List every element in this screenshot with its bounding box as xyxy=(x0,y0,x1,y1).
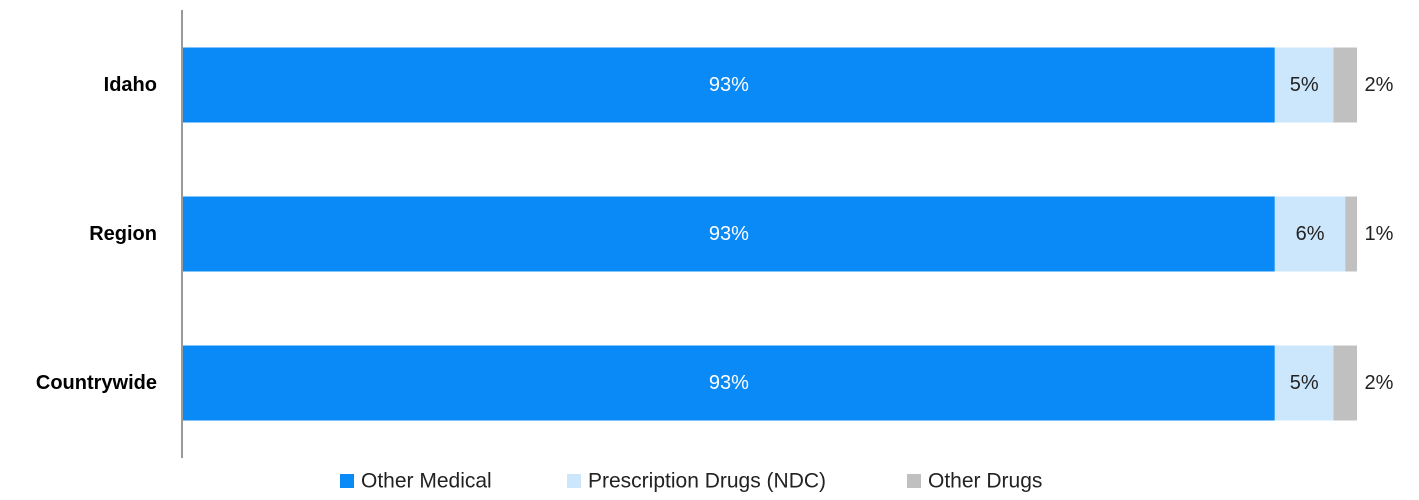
legend-swatch-2 xyxy=(907,474,921,488)
bar-segment-other-drugs-countrywide xyxy=(1333,345,1357,421)
labels-layer: Idaho 93% 5% 2% Region 93% 6% 1% Countrywide 93% 5… xyxy=(36,74,1394,394)
category-label-countrywide: Countrywide xyxy=(36,372,157,394)
legend-label: Other Medical xyxy=(361,470,492,493)
legend-label: Other Drugs xyxy=(928,470,1042,493)
legend-swatch-0 xyxy=(340,474,354,488)
data-label: 2% xyxy=(1365,372,1394,394)
data-label: 93% xyxy=(709,223,749,245)
data-label: 6% xyxy=(1296,223,1325,245)
bar-segment-prescription-drugs-ndc-region xyxy=(1274,196,1346,272)
bar-segment-other-medical-region xyxy=(183,196,1275,272)
bar-segment-prescription-drugs-ndc-countrywide xyxy=(1274,345,1334,421)
data-label: 1% xyxy=(1365,223,1394,245)
bar-segment-other-medical-idaho xyxy=(183,47,1275,123)
data-label: 93% xyxy=(709,74,749,96)
bar-segment-other-drugs-region xyxy=(1345,196,1357,272)
category-label-idaho: Idaho xyxy=(104,74,157,96)
legend-swatch-1 xyxy=(567,474,581,488)
category-label-region: Region xyxy=(89,223,157,245)
data-label: 2% xyxy=(1365,74,1394,96)
bars-layer xyxy=(183,47,1357,421)
bar-segment-other-medical-countrywide xyxy=(183,345,1275,421)
data-label: 5% xyxy=(1290,372,1319,394)
data-label: 5% xyxy=(1290,74,1319,96)
bar-segment-prescription-drugs-ndc-idaho xyxy=(1274,47,1334,123)
legend-label: Prescription Drugs (NDC) xyxy=(588,470,826,493)
bar-segment-other-drugs-idaho xyxy=(1333,47,1357,123)
legend: Other Medical Prescription Drugs (NDC) Oth… xyxy=(340,470,1042,493)
data-label: 93% xyxy=(709,372,749,394)
